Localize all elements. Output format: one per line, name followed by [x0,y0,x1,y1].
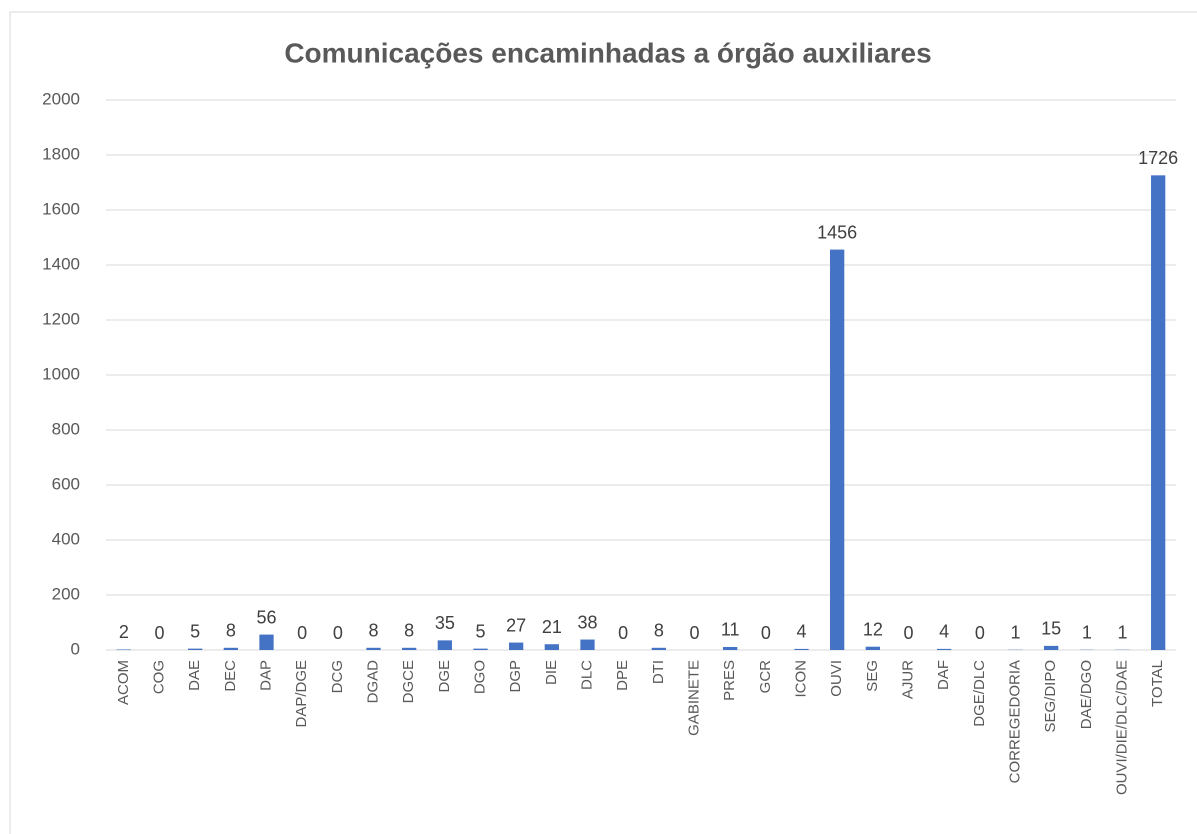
data-label: 8 [226,621,236,641]
x-tick-label: DCG [329,660,346,693]
data-label: 1456 [817,222,857,242]
data-label: 0 [903,623,913,643]
data-label: 21 [542,617,562,637]
y-tick-label: 1600 [42,199,80,218]
x-tick-label: DGE/DLC [971,660,988,727]
x-tick-label: COG [150,660,167,694]
bar [116,649,131,650]
bar [259,634,274,650]
x-tick-label: DGCE [400,660,417,703]
bar [366,647,381,650]
data-label: 4 [796,622,806,642]
bar [723,646,738,650]
data-label: 1 [1010,622,1020,642]
data-label: 0 [975,623,985,643]
y-tick-label: 200 [52,584,80,603]
bar [937,648,952,650]
y-tick-label: 2000 [42,89,80,108]
x-tick-label: DIE [543,660,560,685]
chart-title: Comunicações encaminhadas a órgão auxili… [284,37,931,68]
bar [437,640,452,650]
bar [1044,645,1059,650]
data-label: 8 [654,621,664,641]
x-tick-label: DAP/DGE [293,660,310,728]
x-tick-label: GCR [757,660,774,694]
y-tick-label: 1200 [42,309,80,328]
data-label: 11 [721,620,740,640]
y-tick-label: 1400 [42,254,80,273]
x-tick-label: DAE/DGO [1078,660,1095,729]
bar [830,249,845,650]
bar [865,646,880,650]
y-tick-label: 1800 [42,144,80,163]
x-tick-label: SEG [864,660,881,692]
data-label: 1 [1117,622,1127,642]
bar [473,648,488,650]
x-tick-label: DGP [507,660,524,693]
x-tick-label: DPE [614,660,631,691]
bar [1151,175,1166,650]
bar [402,647,417,650]
x-tick-label: GABINETE [685,660,702,736]
data-label: 1726 [1138,148,1178,168]
y-tick-label: 400 [52,529,80,548]
x-tick-label: DAE [186,660,203,691]
bar [509,642,524,650]
data-label: 38 [577,612,597,632]
x-tick-label: DLC [578,660,595,690]
bar [651,647,666,650]
data-label: 56 [256,607,276,627]
x-tick-label: DGAD [364,660,381,704]
data-label: 0 [689,623,699,643]
x-tick-label: DGE [436,660,453,693]
y-tick-label: 0 [71,639,80,658]
bar [794,648,809,650]
x-tick-label: ICON [792,660,809,698]
data-label: 4 [939,622,949,642]
x-tick-label: OUVI [828,660,845,697]
x-tick-label: DTI [650,660,667,684]
data-label: 0 [154,623,164,643]
x-tick-label: OUVI/DIE/DLC/DAE [1113,660,1130,795]
y-tick-label: 800 [52,419,80,438]
x-tick-label: TOTAL [1149,660,1166,707]
data-label: 0 [618,623,628,643]
data-label: 8 [368,621,378,641]
x-tick-label: DEC [222,660,239,692]
data-label: 12 [863,619,883,639]
x-tick-label: PRES [721,660,738,701]
chart-frame [9,11,1197,834]
x-tick-label: AJUR [899,660,916,699]
bar [188,648,203,650]
data-label: 35 [435,613,455,633]
data-label: 5 [475,621,485,641]
data-label: 15 [1041,619,1061,639]
x-tick-label: DGO [471,660,488,694]
data-label: 2 [119,622,129,642]
data-label: 0 [297,623,307,643]
x-tick-label: DAF [935,660,952,690]
x-tick-label: SEG/DIPO [1042,660,1059,733]
bar [544,644,559,650]
y-tick-label: 600 [52,474,80,493]
data-label: 5 [190,621,200,641]
y-tick-label: 1000 [42,364,80,383]
x-tick-label: CORREGEDORIA [1006,660,1023,783]
data-label: 0 [761,623,771,643]
data-label: 8 [404,621,414,641]
bar [223,647,238,650]
bar [580,639,595,650]
data-label: 1 [1082,622,1092,642]
x-tick-label: DAP [257,660,274,691]
data-label: 27 [506,615,526,635]
data-label: 0 [333,623,343,643]
x-tick-label: ACOM [115,660,132,705]
